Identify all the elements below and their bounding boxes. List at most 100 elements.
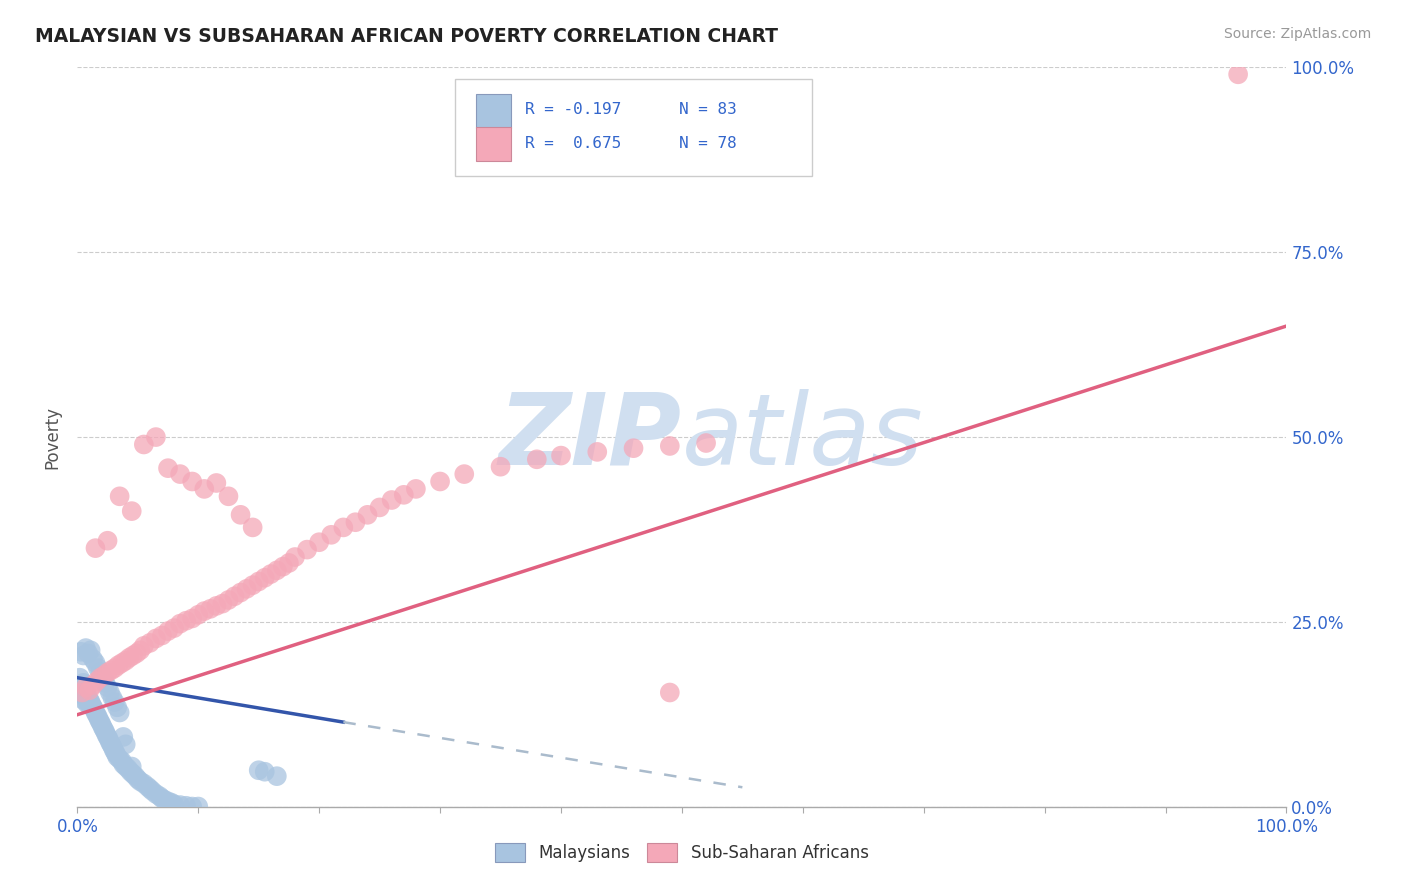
Point [96,730,118,744]
Point [368,500,391,515]
Point [200,602,222,616]
Point [75,641,97,656]
Point [77,694,100,708]
Point [153,793,176,807]
Point [218,489,240,503]
Point [82,678,104,692]
Point [381,493,404,508]
Text: ZIP: ZIP [499,389,682,485]
Point [211,597,233,611]
Point [163,621,186,635]
Point [79,698,101,712]
Point [83,702,105,716]
Point [145,430,167,444]
Point [139,636,162,650]
Point [89,665,111,680]
Point [150,791,173,805]
Point [157,794,180,808]
Point [86,674,108,689]
Point [104,745,127,759]
Point [550,449,572,463]
Point [526,452,548,467]
Text: atlas: atlas [682,389,924,485]
Point [101,690,124,705]
Point [658,439,681,453]
Point [82,652,104,666]
Point [111,755,134,769]
Text: Source: ZipAtlas.com: Source: ZipAtlas.com [1223,27,1371,41]
Point [253,571,276,585]
Point [122,648,145,663]
Point [150,628,173,642]
Point [94,676,117,690]
Point [181,611,204,625]
Point [108,489,131,503]
Point [72,693,94,707]
Point [247,574,270,589]
Point [174,614,197,628]
Point [118,650,141,665]
Y-axis label: Poverty: Poverty [44,406,62,468]
Point [132,437,155,451]
Point [84,656,107,670]
Point [356,508,378,522]
Point [181,799,204,814]
Point [114,737,136,751]
Point [260,567,283,582]
Point [114,759,136,773]
Point [90,717,112,731]
Point [105,750,128,764]
Point [169,616,191,631]
Point [308,535,330,549]
Point [104,695,127,709]
Point [103,742,125,756]
Point [247,764,270,778]
Point [80,698,103,712]
Point [129,774,152,789]
Point [108,752,131,766]
Text: N = 83: N = 83 [679,103,737,118]
Point [120,764,142,779]
Point [284,549,307,564]
Point [75,690,97,705]
Point [124,769,146,783]
Point [79,695,101,709]
Point [96,533,118,548]
Point [87,713,110,727]
Point [70,681,93,696]
Point [392,488,415,502]
Point [266,769,288,783]
Point [111,656,134,670]
Point [489,459,512,474]
Point [169,798,191,813]
Point [132,639,155,653]
Point [193,604,215,618]
Point [121,504,143,518]
Point [91,720,114,734]
Point [344,515,367,529]
Point [105,747,128,761]
Point [112,730,135,744]
Point [79,643,101,657]
Point [129,643,152,657]
Point [104,661,127,675]
Point [101,739,124,754]
Point [405,482,427,496]
Point [84,706,107,720]
Point [96,681,118,695]
Point [157,624,180,638]
Point [87,661,110,675]
Point [100,737,122,751]
Point [72,648,94,663]
Point [132,776,155,790]
Point [321,528,343,542]
Point [332,520,354,534]
Point [181,475,204,489]
Text: MALAYSIAN VS SUBSAHARAN AFRICAN POVERTY CORRELATION CHART: MALAYSIAN VS SUBSAHARAN AFRICAN POVERTY … [35,27,778,45]
Point [1227,67,1250,81]
Point [105,700,128,714]
Point [97,732,120,747]
Point [117,762,139,776]
Point [224,589,246,603]
Point [96,728,118,742]
